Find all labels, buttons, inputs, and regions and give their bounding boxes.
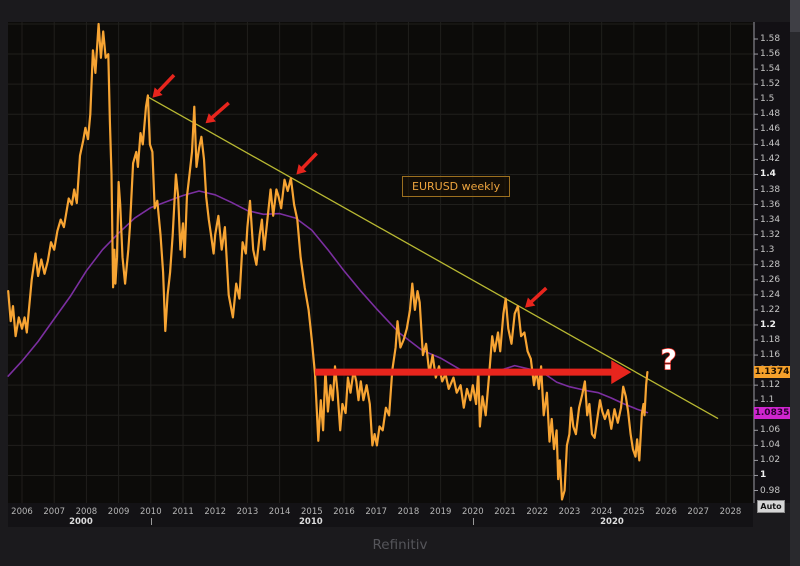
y-axis-label: 1.24 [760,289,781,300]
x-axis-label: 2016 [333,507,355,517]
x-axis-label: 2017 [365,507,388,517]
support-arrow-head [611,360,632,385]
x-axis-label: 2019 [429,507,452,517]
x-axis-label: 2011 [172,507,194,517]
decade-labels-row: 2000 2010 2020 [0,517,800,527]
y-axis-label: 1.04 [760,440,781,451]
trendline-touch-arrow [154,73,176,96]
x-axis-label: 2025 [623,507,645,517]
x-axis-label: 2009 [107,507,130,517]
trendline-touch-arrow [208,101,230,122]
x-axis-label: 2021 [494,507,516,517]
y-axis-label: 1.44 [760,139,781,150]
y-axis-labels: 1.58 1.56 1.54 1.52 1.5 1.48 1.46 1.44 1.42 1.4 1.… [753,0,790,566]
y-axis-label: 1.2 [760,319,776,330]
x-axis-label: 2014 [268,507,291,517]
x-axis-label: 2007 [43,507,66,517]
trendline-touch-arrow-head [296,164,307,175]
instrument-label[interactable]: EURUSD weekly [402,176,511,197]
trendline-touch-arrow [527,286,548,306]
x-axis-label: 2010 [139,507,162,517]
y-axis-label: 1.12 [760,380,781,391]
y-axis-label: 1.52 [760,79,781,90]
x-axis-label: 2008 [75,507,98,517]
y-axis-label: 1.02 [760,455,781,466]
y-axis-label: 1.3 [760,244,775,255]
y-axis-label: 1.28 [760,259,781,270]
x-axis-label: 2022 [526,507,549,517]
y-axis-label: 1.48 [760,109,781,120]
y-axis-label: 1.18 [760,335,781,345]
y-axis-label: 1.54 [760,64,781,75]
trendline-touch-arrow-head [152,87,163,98]
x-axis-label: 2013 [236,507,259,517]
trendline-touch-arrow-head [525,297,536,308]
y-axis-label: 1.16 [760,350,781,361]
y-axis-label: 1.36 [760,199,781,210]
ma-price-tag: 1.0835 [754,406,790,419]
decade-divider [472,518,474,525]
y-axis-label: 1.4 [760,169,776,180]
y-axis-label: 1.32 [760,229,781,240]
decade-label: 2020 [600,517,624,527]
decade-label: 2010 [299,517,323,527]
decade-divider [150,518,152,525]
trend-line [147,96,719,419]
scrollbar-thumb[interactable] [790,0,800,32]
last-price-tag: 1.1374 [754,366,790,379]
y-axis-label: 1.22 [760,304,781,315]
price-line [7,22,649,501]
x-axis-label: 2023 [558,507,581,517]
y-axis-label: 1.46 [760,124,781,135]
question-mark-annotation: ? [661,343,677,376]
y-axis-label: 1.42 [760,154,781,165]
decade-label: 2000 [69,517,93,527]
price-axis-column[interactable] [753,22,790,503]
y-axis-label: 1.26 [760,274,781,285]
x-axis-label: 2027 [687,507,710,517]
x-axis-label: 2012 [204,507,227,517]
x-axis-label: 2006 [11,507,33,517]
time-axis-strip[interactable] [8,503,753,527]
x-axis-label: 2024 [590,507,613,517]
y-axis-label: 1.1 [760,395,775,406]
y-axis-label: 1.56 [760,49,781,60]
y-axis-label: 1.34 [760,214,781,225]
y-axis-label: 1 [760,470,767,481]
y-axis-label: 1.38 [760,184,781,195]
vendor-watermark: Refinitiv [372,537,428,553]
trendline-touch-arrow-head [205,113,216,124]
y-axis-label: 1.58 [760,34,781,44]
ma-line [7,190,649,414]
x-axis-labels: 2006 2007 2008 2009 2010 2011 2012 2013 2014 2015… [0,507,800,517]
y-axis-label: 1.5 [760,94,775,105]
x-axis-label: 2028 [719,507,742,517]
x-axis-label: 2015 [301,507,323,517]
trendline-touch-arrow [298,152,318,172]
x-axis-label: 2020 [462,507,484,517]
y-axis-label: 0.98 [760,485,781,496]
auto-scale-button[interactable]: Auto [757,500,785,513]
x-axis-label: 2018 [397,507,420,517]
scrollbar[interactable] [790,0,800,566]
x-axis-label: 2026 [655,507,677,517]
y-axis-label: 1.06 [760,425,781,436]
